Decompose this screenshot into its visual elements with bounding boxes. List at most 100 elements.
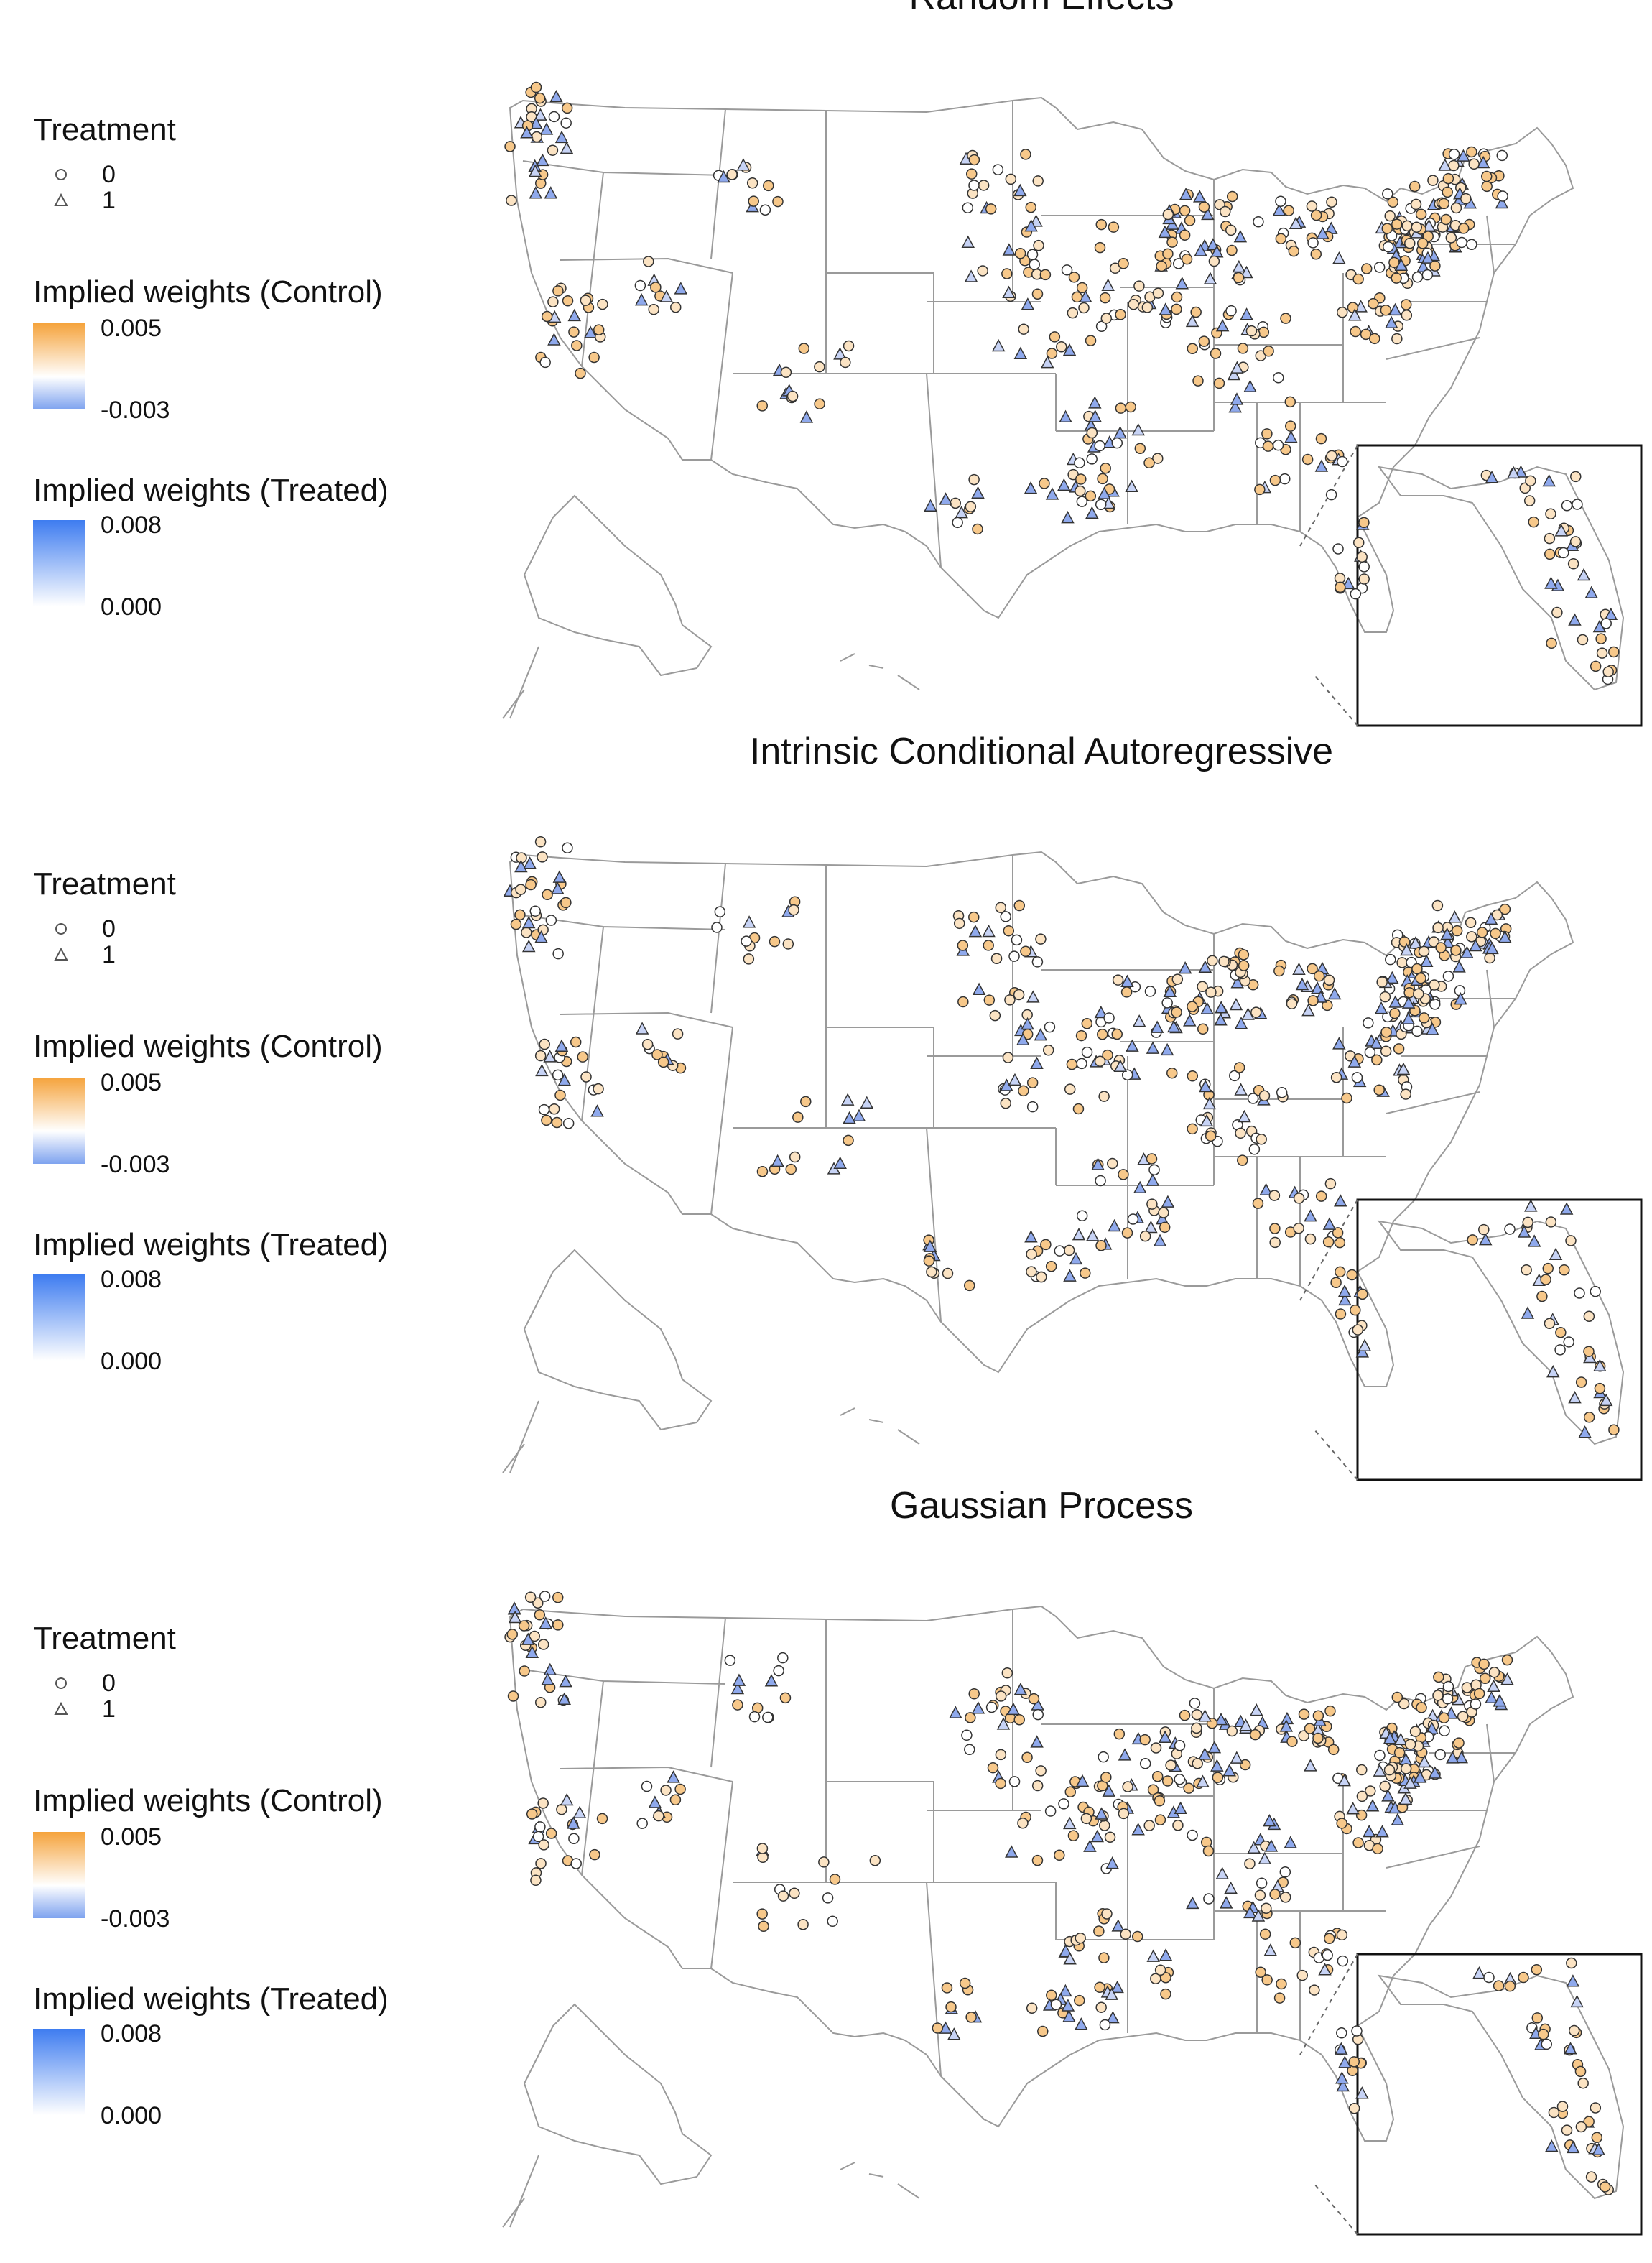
- control-site-marker: [1032, 175, 1044, 187]
- treated-site-marker: [1150, 1020, 1164, 1033]
- treated-site-marker: [567, 1816, 580, 1829]
- control-site-marker: [1289, 1937, 1301, 1949]
- control-site-marker: [534, 92, 546, 104]
- control-site-marker: [1131, 1930, 1143, 1943]
- control-site-marker: [1075, 485, 1086, 497]
- control-site-marker: [1382, 188, 1393, 200]
- control-site-marker: [827, 1915, 838, 1928]
- treated-site-marker: [996, 1717, 1011, 1730]
- legend-treatment-title: Treatment: [33, 866, 176, 902]
- control-site-marker: [1101, 1908, 1113, 1920]
- treated-site-marker: [1524, 1199, 1538, 1212]
- control-site-marker: [1356, 551, 1368, 563]
- control-site-marker: [1113, 1728, 1126, 1740]
- treated-site-marker: [1251, 1909, 1266, 1922]
- control-site-marker: [1046, 1989, 1057, 2001]
- treated-site-marker: [507, 1601, 521, 1614]
- control-site-marker: [1256, 1134, 1267, 1145]
- treated-site-marker: [1295, 977, 1309, 991]
- control-site-marker: [1439, 1725, 1450, 1736]
- control-site-marker: [983, 994, 996, 1006]
- control-site-marker: [1094, 440, 1105, 452]
- control-site-marker: [1337, 1955, 1349, 1967]
- treated-site-marker: [1337, 1285, 1352, 1297]
- treated-site-marker: [534, 930, 548, 943]
- control-site-marker: [1249, 1729, 1261, 1741]
- control-site-marker: [1360, 328, 1372, 341]
- legend-treatment-title: Treatment: [33, 112, 176, 147]
- control-site-marker: [714, 906, 726, 917]
- treated-site-marker: [1446, 1751, 1460, 1764]
- control-site-marker: [1086, 427, 1098, 439]
- treated-site-marker: [1566, 1974, 1580, 1987]
- control-site-marker: [545, 915, 557, 926]
- control-site-marker: [1304, 1723, 1316, 1734]
- control-site-marker: [1233, 1062, 1245, 1073]
- legend-treatment-level: 0: [102, 161, 116, 188]
- treated-site-marker: [539, 122, 554, 135]
- control-site-marker: [1391, 272, 1402, 284]
- control-site-marker: [1352, 273, 1364, 285]
- treated-site-marker: [1013, 1683, 1028, 1695]
- control-site-marker: [1039, 478, 1050, 489]
- control-site-marker: [780, 366, 792, 378]
- control-site-marker: [1261, 1974, 1273, 1986]
- control-site-marker: [1357, 1288, 1368, 1300]
- control-site-marker: [1358, 561, 1370, 573]
- treated-site-marker: [1194, 244, 1207, 256]
- control-site-marker: [954, 917, 965, 930]
- control-site-marker: [959, 1977, 971, 1989]
- control-site-marker: [1008, 950, 1020, 962]
- control-site-marker: [1456, 236, 1467, 249]
- treated-site-marker: [1224, 1881, 1238, 1894]
- control-site-marker: [1416, 1702, 1427, 1713]
- control-site-marker: [843, 1134, 854, 1147]
- control-site-marker: [1293, 1222, 1304, 1234]
- control-site-marker: [1118, 258, 1129, 269]
- treated-site-marker: [1304, 1209, 1317, 1222]
- treated-site-marker: [1314, 459, 1329, 472]
- control-site-marker: [674, 1783, 686, 1795]
- treated-min-label: 0.000: [101, 593, 162, 621]
- control-site-marker: [1450, 202, 1462, 214]
- control-site-marker: [1352, 1324, 1364, 1336]
- control-site-marker: [593, 324, 605, 335]
- control-site-marker: [1143, 457, 1155, 469]
- control-site-marker: [840, 356, 851, 369]
- control-site-marker: [506, 1629, 518, 1640]
- control-site-marker: [1279, 473, 1291, 485]
- treated-site-marker: [1230, 361, 1244, 374]
- treated-site-marker: [557, 1692, 572, 1706]
- control-site-marker: [1473, 1688, 1485, 1700]
- control-site-marker: [1298, 1708, 1310, 1720]
- panel-title: Gaussian Process: [890, 1485, 1193, 1527]
- control-site-marker: [1095, 1239, 1107, 1251]
- control-site-marker: [932, 2022, 944, 2034]
- control-site-marker: [814, 398, 825, 409]
- treated-site-marker: [1061, 1999, 1075, 2012]
- control-site-marker: [1296, 1969, 1308, 1981]
- control-site-marker: [534, 1821, 546, 1833]
- treated-gradient-bar: [33, 520, 85, 606]
- control-site-marker: [1283, 205, 1294, 216]
- control-site-marker: [1330, 1072, 1342, 1083]
- treated-site-marker: [1179, 187, 1193, 200]
- control-site-marker: [1192, 1757, 1203, 1769]
- control-site-marker: [1076, 1210, 1088, 1221]
- treated-site-marker: [1227, 367, 1241, 381]
- control-site-marker: [1324, 1705, 1336, 1717]
- control-site-marker: [1187, 1123, 1198, 1135]
- treated-site-marker: [991, 338, 1006, 352]
- control-site-marker: [1269, 1889, 1281, 1900]
- control-site-marker: [1280, 1892, 1291, 1903]
- treated-site-marker: [1258, 1851, 1272, 1865]
- control-site-marker: [1411, 1025, 1423, 1037]
- treated-site-marker: [1247, 1841, 1261, 1854]
- treated-site-marker: [1113, 1059, 1128, 1073]
- treated-site-marker: [1091, 1157, 1105, 1170]
- treated-site-marker: [1159, 302, 1172, 315]
- control-site-marker: [1103, 1012, 1115, 1024]
- treated-site-marker: [1193, 190, 1207, 203]
- treated-site-marker: [1365, 1799, 1380, 1812]
- treated-site-marker: [1102, 1784, 1116, 1797]
